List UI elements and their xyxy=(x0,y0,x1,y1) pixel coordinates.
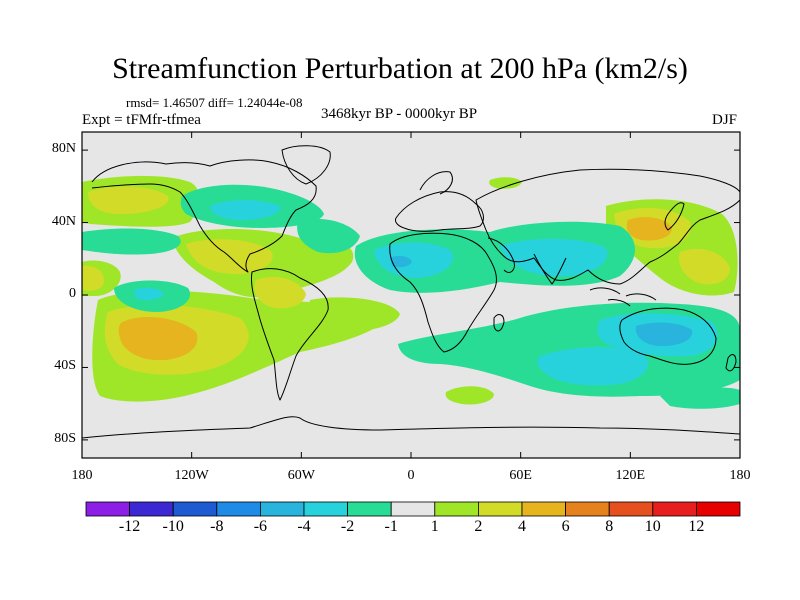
colorbar-level-label: 4 xyxy=(518,518,526,535)
coastline-greenland xyxy=(281,145,331,185)
lat-label: 40S xyxy=(54,358,76,374)
colorbar-level-label: -12 xyxy=(118,518,141,535)
colorbar-level-label: -4 xyxy=(297,518,311,535)
coastline-north-america xyxy=(91,159,317,273)
period-label: 3468kyr BP - 0000kyr BP xyxy=(321,106,478,122)
experiment-label: Expt = tFMfr-tfmea xyxy=(82,112,201,128)
contour-australia-blue xyxy=(635,322,693,346)
contour-atlantic-negative xyxy=(297,218,360,254)
colorbar-swatch xyxy=(390,501,436,517)
lon-label: 180 xyxy=(71,468,93,483)
contour-north-africa-blob xyxy=(489,177,522,189)
colorbar-swatch xyxy=(477,501,523,517)
colorbar-swatch xyxy=(347,501,392,517)
colorbar-swatch xyxy=(521,501,566,517)
coastline-africa xyxy=(389,232,497,353)
colorbar-swatch xyxy=(303,501,348,517)
colorbar-level-label: 2 xyxy=(474,518,483,535)
contour-subtropical-pacific-core xyxy=(82,265,104,291)
lon-label: 0 xyxy=(407,468,415,483)
positive-anomalies xyxy=(82,175,738,405)
colorbar-swatch xyxy=(565,501,610,517)
stats-line: rmsd= 1.46507 diff= 1.24044e-08 xyxy=(126,95,303,110)
contour-south-pacific-orange xyxy=(118,317,198,361)
lat-label: 80S xyxy=(54,430,76,446)
contour-eurasia-blue-core xyxy=(390,255,412,268)
colorbar-swatch xyxy=(259,501,305,517)
contour-southern-indian-cyan xyxy=(537,347,649,386)
colorbar-swatch xyxy=(608,501,654,517)
colorbar-swatch xyxy=(434,501,479,517)
colorbar-level-label: -10 xyxy=(162,518,184,535)
contour-south-atlantic-blob xyxy=(445,386,494,405)
coastlines xyxy=(82,145,740,439)
contour-eurasia-cyan-east xyxy=(500,238,608,277)
lon-label: 120W xyxy=(174,468,209,483)
contour-atlantic-tongue xyxy=(309,297,400,332)
coastline-japan xyxy=(664,202,685,231)
coastline-europe xyxy=(395,191,484,232)
colorbar-swatch xyxy=(85,501,130,517)
coastline-scandinavia xyxy=(419,171,453,195)
contour-east-asia-core xyxy=(678,248,730,285)
contour-eurasia-cyan-west xyxy=(374,242,454,278)
contour-tropical-pacific-core xyxy=(134,287,164,301)
colorbar xyxy=(85,501,741,517)
colorbar-swatch xyxy=(652,501,697,517)
coastline-arabia-india xyxy=(487,237,567,285)
coastline-new-zealand xyxy=(725,354,737,372)
colorbar-level-label: 8 xyxy=(605,518,614,535)
colorbar-level-label: 6 xyxy=(561,518,570,535)
colorbar-level-label: -2 xyxy=(340,518,355,535)
colorbar-level-label: -8 xyxy=(210,518,224,535)
colorbar-level-label: 10 xyxy=(644,518,661,535)
lon-label: 60E xyxy=(509,468,532,483)
lat-label: 80N xyxy=(51,141,76,157)
colorbar-swatch xyxy=(216,501,261,517)
lon-label: 120E xyxy=(615,468,646,483)
coastline-indonesia xyxy=(589,287,657,307)
contour-west-pacific-orange xyxy=(626,217,672,241)
colorbar-swatch xyxy=(696,501,741,517)
colorbar-swatch xyxy=(129,501,174,517)
coastline-australia xyxy=(619,307,717,365)
colorbar-level-label: 12 xyxy=(688,518,705,535)
lon-label: 180 xyxy=(729,468,751,483)
plot-title: Streamfunction Perturbation at 200 hPa (… xyxy=(112,52,688,85)
axis-ticks xyxy=(81,132,741,458)
negative-anomalies xyxy=(82,184,740,409)
contour-south-america-core xyxy=(254,276,306,309)
contour-fills xyxy=(82,145,740,439)
contour-north-america-core xyxy=(210,200,281,220)
coastline-madagascar xyxy=(493,314,505,332)
colorbar-level-label: -1 xyxy=(384,518,398,535)
lat-label: 40N xyxy=(51,213,76,229)
coastline-asia xyxy=(475,168,740,285)
colorbar-level-label: 1 xyxy=(430,518,439,535)
season-label: DJF xyxy=(712,112,738,128)
coastline-south-america xyxy=(251,268,329,401)
colorbar-level-label: -6 xyxy=(253,518,268,535)
contour-north-pacific-core xyxy=(88,186,169,214)
colorbar-swatch xyxy=(172,501,218,517)
contour-subtropical-north-belt xyxy=(82,228,181,255)
lon-label: 60W xyxy=(287,468,315,483)
contour-southern-ocean-belt xyxy=(660,387,740,409)
coastline-antarctica xyxy=(82,416,740,439)
lat-label: 0 xyxy=(69,286,76,301)
